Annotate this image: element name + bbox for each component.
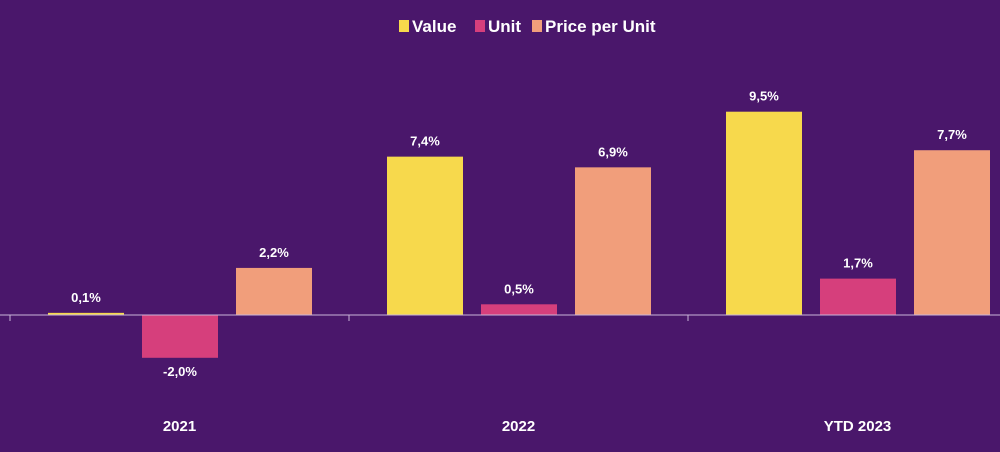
data-label-unit-ytd-2023: 1,7% [843,256,873,271]
bar-price-per-unit-2022 [575,167,651,315]
data-label-value-ytd-2023: 9,5% [749,89,779,104]
legend-swatch-value [399,20,409,32]
data-label-value-2021: 0,1% [71,290,101,305]
bar-unit-ytd-2023 [820,278,896,315]
bar-value-ytd-2023 [726,111,802,315]
data-labels: 0,1% -2,0% 2,2% 7,4% 0,5% 6,9% 9,5% 1,7% 7,7% [71,89,967,379]
bars-group [48,111,990,358]
data-label-unit-2022: 0,5% [504,281,534,296]
category-labels: 2021 2022 YTD 2023 [163,418,891,435]
legend-label-unit: Unit [488,17,521,36]
data-label-price-per-unit-ytd-2023: 7,7% [937,127,967,142]
legend-swatch-unit [475,20,485,32]
bar-value-2021 [48,312,124,315]
category-label-ytd-2023: YTD 2023 [824,418,892,435]
x-axis [0,314,1000,321]
data-label-unit-2021: -2,0% [163,364,197,379]
bar-unit-2021 [142,315,218,358]
legend: Value Unit Price per Unit [399,17,656,36]
data-label-price-per-unit-2021: 2,2% [259,245,289,260]
category-label-2022: 2022 [502,418,535,435]
bar-price-per-unit-2021 [236,267,312,315]
category-label-2021: 2021 [163,418,196,435]
legend-label-price-per-unit: Price per Unit [545,17,656,36]
data-label-price-per-unit-2022: 6,9% [598,144,628,159]
data-label-value-2022: 7,4% [410,134,440,149]
bar-value-2022 [387,156,463,315]
legend-label-value: Value [412,17,456,36]
bar-price-per-unit-ytd-2023 [914,150,990,315]
bar-unit-2022 [481,304,557,315]
legend-swatch-price-per-unit [532,20,542,32]
